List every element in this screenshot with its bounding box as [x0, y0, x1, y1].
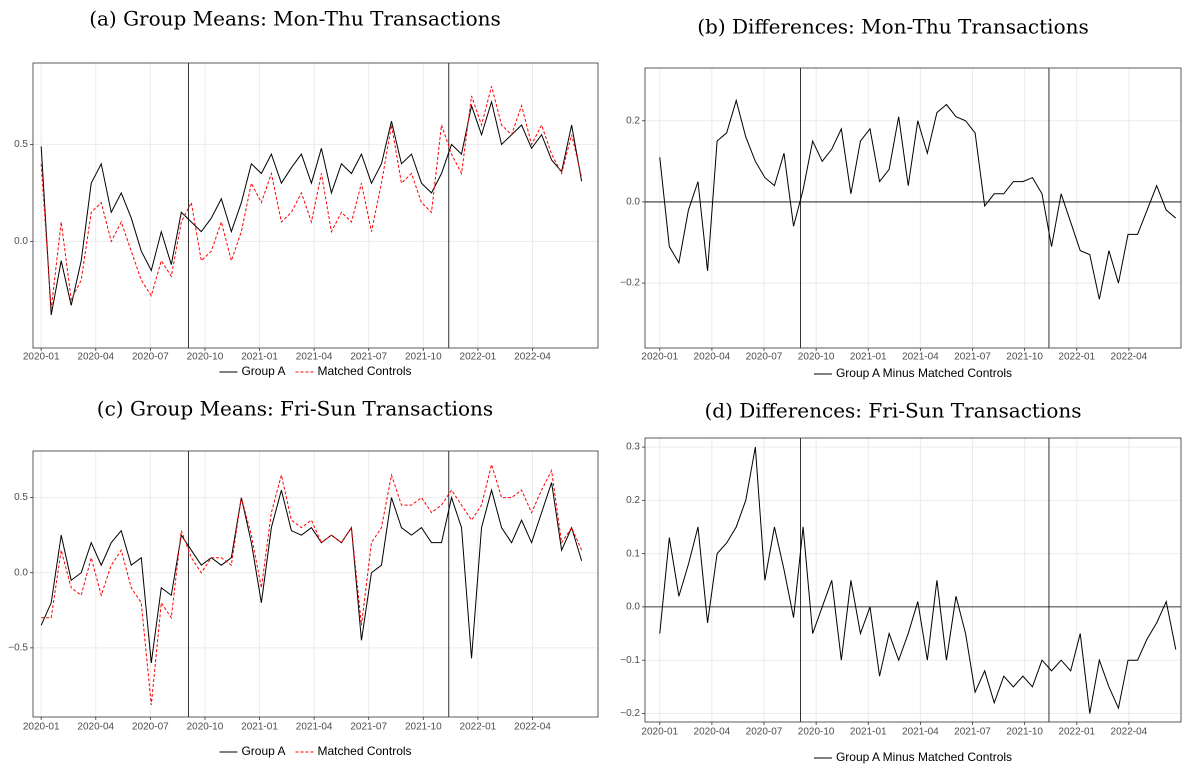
y-tick-label: 0.3 [626, 442, 640, 453]
x-tick-label: 2020-07 [132, 722, 169, 733]
y-tick-label: −0.5 [8, 643, 28, 654]
x-tick-label: 2021-01 [850, 352, 887, 363]
x-tick-label: 2022-01 [460, 352, 497, 363]
plot-border [644, 67, 1182, 349]
legend-label: Group A Minus Matched Controls [836, 750, 1012, 764]
panel-title: (b) Differences: Mon-Thu Transactions [697, 15, 1089, 39]
x-tick-label: 2021-07 [350, 352, 387, 363]
legend-item: Group A Minus Matched Controls [813, 750, 1012, 764]
panel-title: (a) Group Means: Mon-Thu Transactions [89, 7, 501, 31]
y-tick-label: 0.0 [14, 567, 28, 578]
x-tick-label: 2021-07 [350, 722, 387, 733]
x-tick-label: 2020-10 [187, 352, 224, 363]
x-tick-label: 2020-10 [187, 722, 224, 733]
x-tick-label: 2020-01 [641, 727, 678, 738]
x-tick-label: 2020-04 [77, 352, 114, 363]
x-tick-label: 2020-04 [694, 727, 731, 738]
panel: (a) Group Means: Mon-Thu Transactions 202… [14, 7, 599, 378]
x-tick-label: 2021-10 [1006, 727, 1043, 738]
x-tick-label: 2020-07 [746, 727, 783, 738]
y-tick-label: 0.0 [626, 197, 640, 208]
legend-item: Matched Controls [295, 744, 412, 758]
x-tick-label: 2020-07 [132, 352, 169, 363]
x-tick-label: 2021-10 [405, 352, 442, 363]
plot-border [644, 437, 1182, 723]
panel-title: (c) Group Means: Fri-Sun Transactions [97, 397, 493, 421]
x-tick-label: 2020-10 [798, 352, 835, 363]
x-tick-label: 2021-10 [1006, 352, 1043, 363]
x-tick-label: 2021-04 [296, 352, 333, 363]
x-tick-label: 2021-04 [902, 352, 939, 363]
x-tick-label: 2022-04 [514, 722, 551, 733]
y-tick-label: −0.1 [620, 655, 640, 666]
x-tick-label: 2022-04 [514, 352, 551, 363]
x-tick-label: 2020-07 [746, 352, 783, 363]
x-tick-label: 2020-01 [23, 352, 60, 363]
y-tick-label: −0.2 [620, 708, 640, 719]
panel-title: (d) Differences: Fri-Sun Transactions [704, 399, 1081, 423]
plot-background [33, 451, 598, 717]
x-tick-label: 2020-04 [694, 352, 731, 363]
y-tick-label: 0.0 [14, 236, 28, 247]
panel: (b) Differences: Mon-Thu Transactions 202… [620, 15, 1182, 380]
y-tick-label: −0.2 [620, 278, 640, 289]
series-line [41, 462, 583, 706]
series-line [659, 446, 1177, 714]
plot-background [645, 68, 1181, 348]
x-tick-label: 2021-10 [405, 722, 442, 733]
plot-background [645, 438, 1181, 722]
legend-item: Group A Minus Matched Controls [813, 366, 1012, 380]
x-tick-label: 2021-01 [241, 352, 278, 363]
series-line [659, 98, 1177, 300]
x-tick-label: 2020-01 [641, 352, 678, 363]
x-tick-label: 2022-01 [1058, 727, 1095, 738]
legend: Group A Matched Controls [219, 744, 412, 758]
x-tick-label: 2022-04 [1111, 352, 1148, 363]
series-line [40, 86, 583, 310]
x-tick-label: 2020-04 [77, 722, 114, 733]
x-tick-label: 2022-04 [1111, 727, 1148, 738]
x-tick-label: 2022-01 [1058, 352, 1095, 363]
y-tick-label: 0.5 [14, 139, 28, 150]
panel: (d) Differences: Fri-Sun Transactions 202… [620, 399, 1182, 764]
legend: Group A Minus Matched Controls [813, 750, 1012, 764]
x-tick-label: 2021-01 [850, 727, 887, 738]
legend-label: Group A [241, 364, 285, 378]
plot-background [33, 63, 598, 348]
legend-item: Matched Controls [295, 364, 412, 378]
legend-label: Group A [241, 744, 285, 758]
legend-label: Matched Controls [317, 744, 411, 758]
series-line [40, 482, 583, 663]
x-tick-label: 2021-01 [241, 722, 278, 733]
x-tick-label: 2021-04 [296, 722, 333, 733]
plot-border [32, 62, 599, 349]
y-tick-label: 0.1 [626, 548, 640, 559]
x-tick-label: 2022-01 [460, 722, 497, 733]
y-tick-label: 0.0 [626, 602, 640, 613]
legend-label: Matched Controls [317, 364, 411, 378]
series-line [40, 99, 583, 316]
y-tick-label: 0.2 [626, 495, 640, 506]
x-tick-label: 2021-04 [902, 727, 939, 738]
legend: Group A Minus Matched Controls [813, 366, 1012, 380]
y-tick-label: 0.5 [14, 492, 28, 503]
x-tick-label: 2020-10 [798, 727, 835, 738]
legend-item: Group A [219, 744, 285, 758]
x-tick-label: 2021-07 [954, 352, 991, 363]
legend-label: Group A Minus Matched Controls [836, 366, 1012, 380]
legend-item: Group A [219, 364, 285, 378]
y-tick-label: 0.2 [626, 115, 640, 126]
panel: (c) Group Means: Fri-Sun Transactions 202… [8, 397, 599, 758]
x-tick-label: 2020-01 [23, 722, 60, 733]
plot-border [32, 450, 599, 718]
legend: Group A Matched Controls [219, 364, 412, 378]
x-tick-label: 2021-07 [954, 727, 991, 738]
